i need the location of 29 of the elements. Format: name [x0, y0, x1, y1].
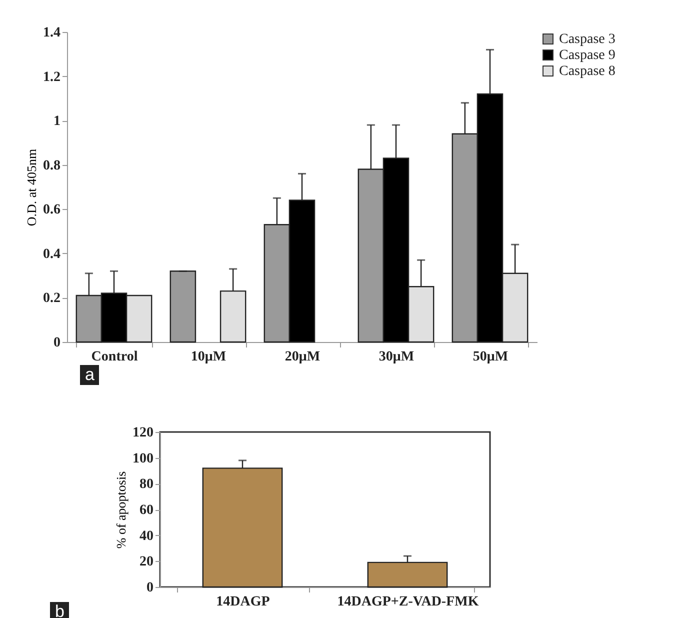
- y-tick-label: 40: [140, 528, 154, 544]
- y-tick-label: 0.2: [43, 291, 60, 306]
- y-tick-label: 0.4: [43, 246, 60, 262]
- x-tick-label: 30μM: [378, 350, 414, 364]
- y-tick-label: 0.8: [43, 158, 60, 174]
- y-axis-title: O.D. at 405nm: [24, 148, 39, 226]
- x-tick-label: 14DAGP+Z-VAD-FMK: [337, 594, 479, 610]
- x-tick-label: 50μM: [472, 350, 508, 364]
- y-tick-label: 60: [140, 503, 154, 518]
- y-tick-label: 0: [54, 336, 60, 350]
- y-tick-label: 80: [140, 477, 154, 492]
- y-tick-label: 0.6: [43, 202, 60, 218]
- y-tick-label: 120: [132, 426, 154, 440]
- y-axis-title: % of apoptosis: [114, 471, 128, 549]
- x-tick-label: 10μM: [190, 350, 226, 364]
- y-tick-label: 20: [140, 554, 154, 570]
- legend-label: Caspase 8: [559, 64, 616, 79]
- x-tick-label: Control: [91, 350, 138, 364]
- y-tick-label: 100: [132, 451, 154, 466]
- text: b: [50, 602, 70, 618]
- legend-label: Caspase 3: [559, 32, 616, 47]
- legend-label: Caspase 9: [559, 48, 616, 63]
- x-tick-label: 14DAGP: [216, 594, 270, 610]
- y-tick-label: 1.2: [43, 70, 60, 85]
- y-tick-label: 1.4: [43, 26, 60, 40]
- y-tick-label: 1: [54, 114, 60, 130]
- text: a: [80, 365, 100, 385]
- y-tick-label: 0: [146, 580, 154, 596]
- x-tick-label: 20μM: [284, 350, 320, 364]
